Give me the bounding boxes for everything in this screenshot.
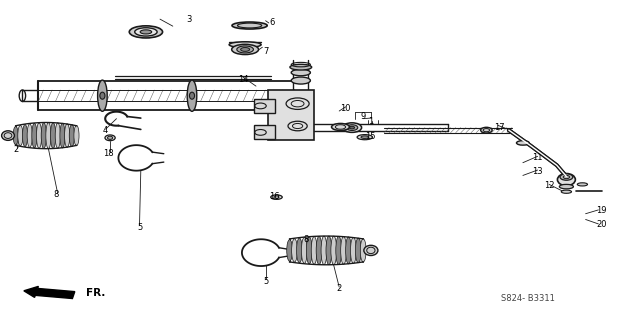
Ellipse shape [357,135,372,140]
Ellipse shape [577,183,588,186]
Ellipse shape [237,46,253,53]
Text: 16: 16 [269,192,279,201]
Text: 20: 20 [596,220,607,229]
Ellipse shape [307,237,312,264]
Ellipse shape [292,239,298,262]
Text: 7: 7 [263,47,268,56]
Ellipse shape [291,77,310,84]
Text: 8: 8 [303,235,308,244]
Ellipse shape [187,80,197,111]
Ellipse shape [291,69,310,76]
Text: 17: 17 [494,123,504,132]
Ellipse shape [18,125,23,146]
Ellipse shape [516,141,529,145]
Ellipse shape [46,122,51,149]
Text: 6: 6 [269,18,275,27]
Ellipse shape [561,190,572,193]
Ellipse shape [74,125,79,146]
Ellipse shape [355,238,361,263]
Ellipse shape [1,131,14,140]
Text: 4: 4 [103,126,108,135]
Text: 3: 3 [186,15,191,24]
Bar [268,90,314,140]
Ellipse shape [481,127,492,133]
Ellipse shape [332,123,349,130]
Ellipse shape [290,64,312,70]
Ellipse shape [557,174,575,186]
Ellipse shape [65,124,70,147]
Ellipse shape [32,123,37,148]
Text: 2: 2 [13,145,19,154]
Ellipse shape [13,126,18,145]
Ellipse shape [232,22,268,29]
Ellipse shape [326,236,332,265]
Text: FR.: FR. [86,287,106,298]
Text: 11: 11 [532,153,543,162]
Text: 5: 5 [263,277,268,286]
Ellipse shape [342,123,362,132]
Ellipse shape [241,48,250,51]
Ellipse shape [100,92,105,99]
Ellipse shape [349,126,355,129]
Bar [254,125,275,139]
Ellipse shape [129,26,163,38]
Ellipse shape [55,123,60,148]
Text: 9: 9 [361,112,366,121]
Ellipse shape [69,124,74,147]
Ellipse shape [321,236,327,265]
Ellipse shape [560,174,573,180]
Ellipse shape [51,122,56,149]
Ellipse shape [189,92,195,99]
Text: 2: 2 [337,284,342,293]
Text: 18: 18 [104,149,114,158]
Text: S824- B3311: S824- B3311 [501,294,555,303]
Ellipse shape [360,239,366,262]
Ellipse shape [108,136,113,139]
Ellipse shape [559,184,573,189]
Ellipse shape [361,136,369,138]
Ellipse shape [346,237,351,264]
Ellipse shape [296,238,302,263]
Ellipse shape [135,28,157,36]
Ellipse shape [331,236,337,265]
Ellipse shape [287,240,292,261]
Ellipse shape [105,135,115,141]
Ellipse shape [271,195,282,199]
Ellipse shape [232,44,259,55]
Ellipse shape [22,124,28,147]
Ellipse shape [98,80,108,111]
Bar [254,99,275,113]
Ellipse shape [36,123,42,148]
Text: 19: 19 [596,206,607,215]
Text: 13: 13 [532,167,543,176]
Ellipse shape [27,124,32,147]
Ellipse shape [316,236,322,264]
Ellipse shape [41,122,46,149]
Text: 8: 8 [54,190,59,199]
Ellipse shape [60,123,65,148]
Ellipse shape [140,30,152,34]
Text: 14: 14 [238,75,248,84]
Ellipse shape [351,237,356,263]
Text: 5: 5 [137,223,142,232]
Text: 12: 12 [544,181,554,190]
FancyArrow shape [24,286,75,299]
Ellipse shape [301,237,307,263]
Text: 1: 1 [369,117,374,126]
Ellipse shape [336,236,342,264]
Text: 15: 15 [365,132,375,141]
Text: 10: 10 [340,104,351,113]
Ellipse shape [340,237,346,264]
Ellipse shape [364,245,378,256]
Ellipse shape [229,42,261,48]
Ellipse shape [311,237,317,264]
Ellipse shape [346,125,358,130]
